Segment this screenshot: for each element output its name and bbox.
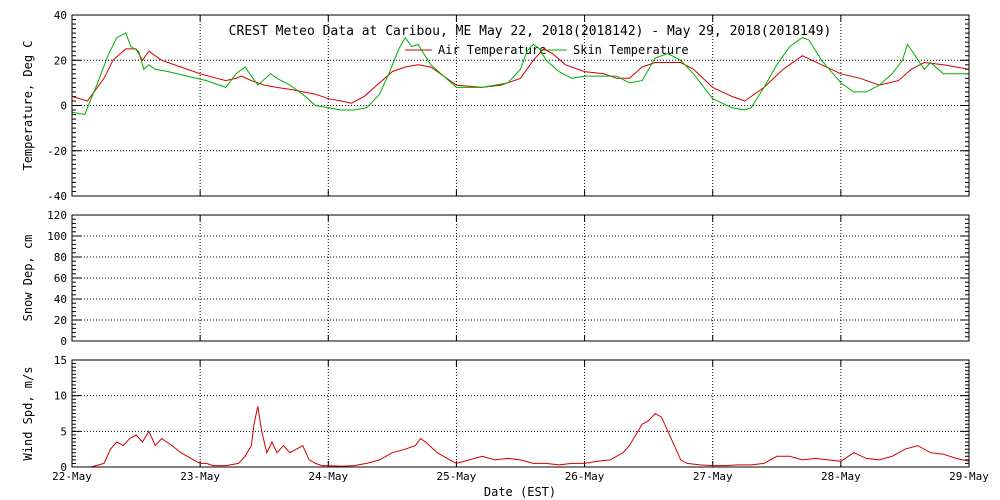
temperature-series-line-1 xyxy=(71,32,969,116)
snow-depth-y-axis-title: Snow Dep, cm xyxy=(21,235,35,322)
x-tick-label: 29-May xyxy=(949,470,989,483)
wind-speed-y-tick-label: 15 xyxy=(54,354,67,367)
wind-speed-panel: 0 5 10 15 Wind Spd, m/s xyxy=(21,354,970,474)
wind-speed-frame xyxy=(71,359,970,468)
snow-depth-y-tick-label: 40 xyxy=(54,293,67,306)
x-tick-label: 26-May xyxy=(565,470,605,483)
x-axis-title: Date (EST) xyxy=(484,485,556,499)
temperature-y-tick-label: 20 xyxy=(54,54,67,67)
snow-depth-y-tick-label: 80 xyxy=(54,251,67,264)
x-tick-label: 28-May xyxy=(821,470,861,483)
legend-skin-label: Skin Temperature xyxy=(573,43,689,57)
snow-depth-frame xyxy=(71,214,970,342)
temperature-y-tick-label: -20 xyxy=(47,145,67,158)
x-tick-label: 23-May xyxy=(180,470,220,483)
snow-depth-y-tick-label: 20 xyxy=(54,314,67,327)
temperature-frame xyxy=(71,14,970,197)
temperature-y-tick-label: 40 xyxy=(54,9,67,22)
legend-air-label: Air Temperature xyxy=(438,43,546,57)
snow-depth-y-tick-label: 120 xyxy=(47,209,67,222)
temperature-panel: -40 -20 0 20 40 Temperature, Deg C xyxy=(21,9,970,203)
temperature-series-line-0 xyxy=(71,48,970,104)
x-tick-label: 25-May xyxy=(437,470,477,483)
x-tick-label: 24-May xyxy=(308,470,348,483)
legend: Air Temperature Skin Temperature xyxy=(405,43,689,57)
x-tick-label: 27-May xyxy=(693,470,733,483)
wind-speed-y-axis-title: Wind Spd, m/s xyxy=(21,367,35,461)
x-tick-labels: 22-May 23-May 24-May 25-May 26-May 27-May 28-M… xyxy=(52,470,989,483)
temperature-y-tick-label: -40 xyxy=(47,190,67,203)
x-tick-label: 22-May xyxy=(52,470,92,483)
snow-depth-panel: 0 20 40 60 80 100 120 Snow Dep, cm xyxy=(21,209,970,348)
snow-depth-y-tick-label: 0 xyxy=(60,335,67,348)
snow-depth-y-tick-label: 100 xyxy=(47,230,67,243)
snow-depth-y-tick-label: 60 xyxy=(54,272,67,285)
temperature-y-tick-label: 0 xyxy=(60,100,67,113)
wind-speed-series-line-0 xyxy=(72,406,970,468)
chart-title: CREST Meteo Data at Caribou, ME May 22, … xyxy=(229,24,832,39)
wind-speed-y-tick-label: 10 xyxy=(54,390,67,403)
temperature-y-axis-title: Temperature, Deg C xyxy=(21,40,35,170)
wind-speed-y-tick-label: 5 xyxy=(60,425,67,438)
wind-speed-y-tick-label: 0 xyxy=(60,461,67,474)
